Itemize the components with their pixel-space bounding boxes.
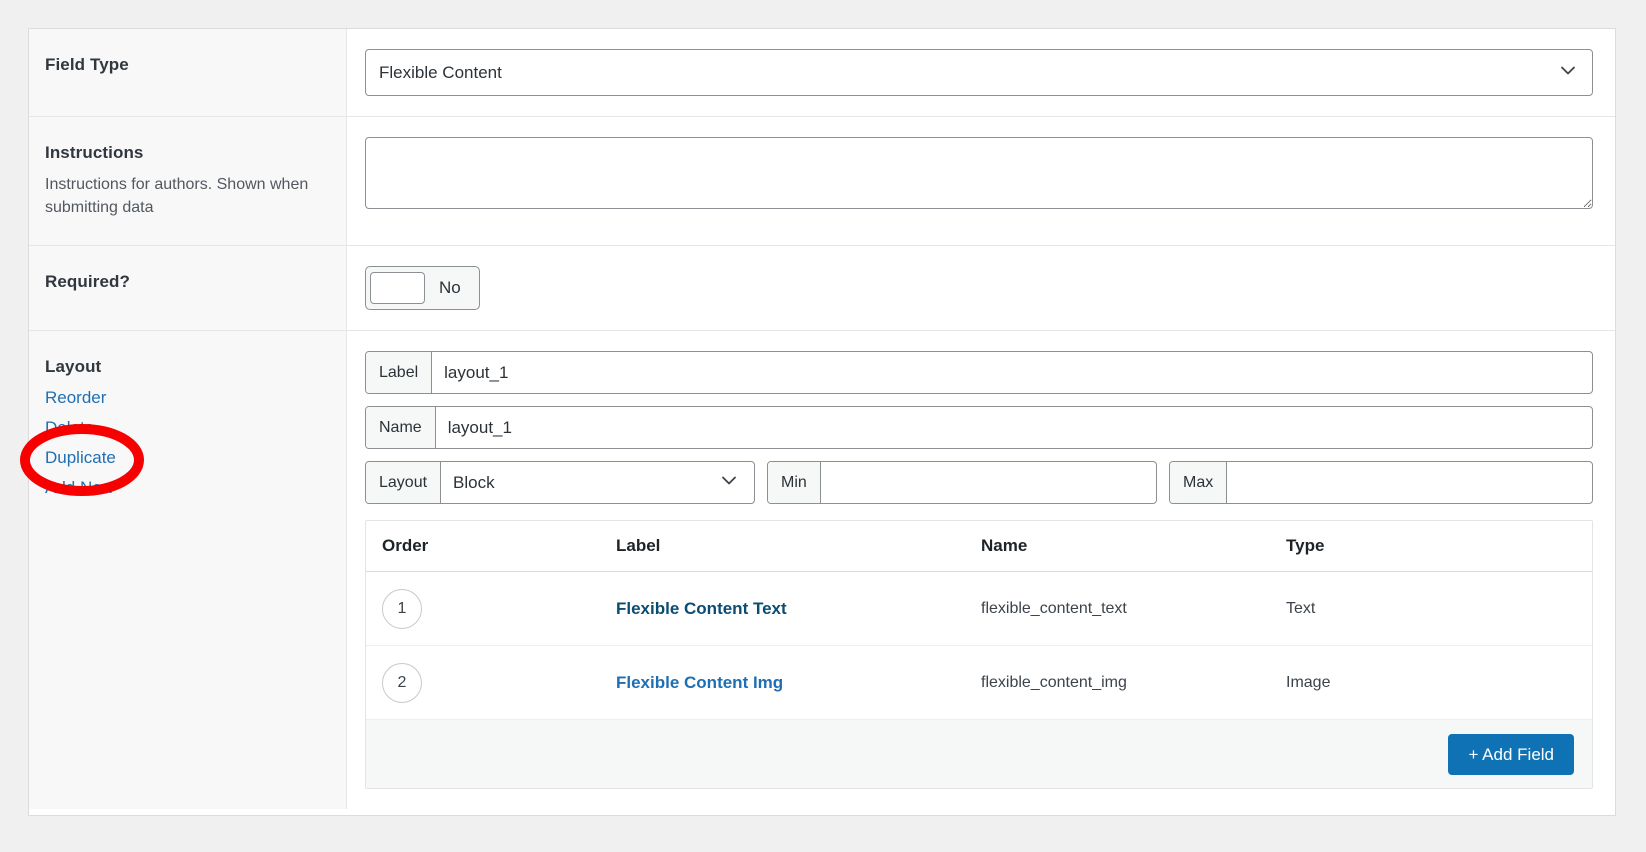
field-type-label-cell: Field Type [29, 29, 347, 116]
layout-display-group: Layout Block [365, 461, 755, 505]
instructions-body [347, 117, 1615, 246]
layout-min-prefix: Min [768, 462, 821, 504]
layout-row: Layout Reorder Delete Duplicate Add New … [29, 331, 1615, 810]
required-body: No [347, 246, 1615, 331]
row-type-cell: Text [1286, 599, 1316, 617]
field-settings-panel: Field Type Flexible Content Instr [28, 28, 1616, 816]
required-label: Required? [45, 272, 130, 292]
layout-action-add-new[interactable]: Add New [45, 478, 114, 498]
column-header-type: Type [1286, 536, 1325, 556]
required-row: Required? No [29, 246, 1615, 332]
layout-label-cell: Layout Reorder Delete Duplicate Add New [29, 331, 347, 810]
instructions-row: Instructions Instructions for authors. S… [29, 117, 1615, 247]
add-field-button[interactable]: + Add Field [1448, 733, 1574, 775]
layout-name-group: Name [365, 406, 1593, 450]
column-header-label: Label [616, 536, 661, 556]
column-header-order: Order [382, 536, 429, 556]
row-order-cell: 1 [366, 588, 616, 629]
layout-label-input[interactable] [432, 352, 1592, 394]
row-name-cell: flexible_content_text [981, 599, 1127, 617]
field-type-body: Flexible Content [347, 29, 1615, 116]
layout-name-field-row: Name [365, 406, 1593, 450]
layout-label-field-row: Label [365, 351, 1593, 395]
toggle-state-label: No [439, 278, 461, 298]
layout-label-group: Label [365, 351, 1593, 395]
order-badge[interactable]: 2 [382, 662, 422, 703]
row-label-cell: Flexible Content Img [616, 673, 981, 693]
column-header-name: Name [981, 536, 1028, 556]
toggle-knob[interactable] [370, 272, 425, 305]
field-type-select-wrap: Flexible Content [365, 49, 1593, 96]
row-name-cell: flexible_content_img [981, 673, 1127, 691]
layout-display-select[interactable]: Block [441, 462, 754, 504]
table-row[interactable]: 2 Flexible Content Img flexible_content_… [366, 646, 1592, 721]
layout-options-row: Layout Block [365, 461, 1593, 505]
layout-min-input[interactable] [820, 462, 1156, 504]
table-footer: + Add Field [366, 720, 1592, 789]
layout-label: Layout [45, 357, 102, 377]
layout-action-reorder[interactable]: Reorder [45, 388, 107, 408]
field-type-row: Field Type Flexible Content [29, 29, 1615, 117]
layout-min-group: Min [767, 461, 1157, 505]
layout-body: Label Name Layout Block [347, 331, 1615, 810]
layout-name-prefix: Name [366, 407, 436, 449]
table-header-row: Order Label Name Type [366, 521, 1592, 573]
instructions-label-cell: Instructions Instructions for authors. S… [29, 117, 347, 246]
row-label-cell: Flexible Content Text [616, 599, 981, 619]
layout-max-input[interactable] [1227, 462, 1592, 504]
instructions-textarea[interactable] [365, 137, 1593, 209]
field-label-link[interactable]: Flexible Content Img [616, 672, 784, 692]
layout-max-group: Max [1169, 461, 1593, 505]
required-label-cell: Required? [29, 246, 347, 331]
instructions-label: Instructions [45, 143, 144, 162]
layout-name-input[interactable] [435, 407, 1592, 449]
order-badge[interactable]: 1 [382, 588, 422, 629]
table-row[interactable]: 1 Flexible Content Text flexible_content… [366, 572, 1592, 647]
layout-action-delete[interactable]: Delete [45, 418, 95, 438]
field-type-label: Field Type [45, 55, 129, 74]
layout-display-prefix: Layout [366, 462, 442, 504]
layout-label-prefix: Label [366, 352, 433, 394]
field-label-link[interactable]: Flexible Content Text [616, 598, 787, 618]
layout-action-duplicate[interactable]: Duplicate [45, 448, 116, 468]
instructions-description: Instructions for authors. Shown when sub… [45, 176, 309, 217]
layout-actions: Reorder Delete Duplicate Add New [45, 388, 322, 498]
sub-fields-table: Order Label Name Type 1 Flexible Content… [365, 520, 1593, 790]
required-toggle[interactable]: No [365, 266, 480, 311]
row-type-cell: Image [1286, 673, 1331, 691]
layout-max-prefix: Max [1170, 462, 1228, 504]
row-order-cell: 2 [366, 662, 616, 703]
field-type-select[interactable]: Flexible Content [365, 49, 1593, 96]
layout-display-select-wrap: Block [441, 462, 754, 504]
